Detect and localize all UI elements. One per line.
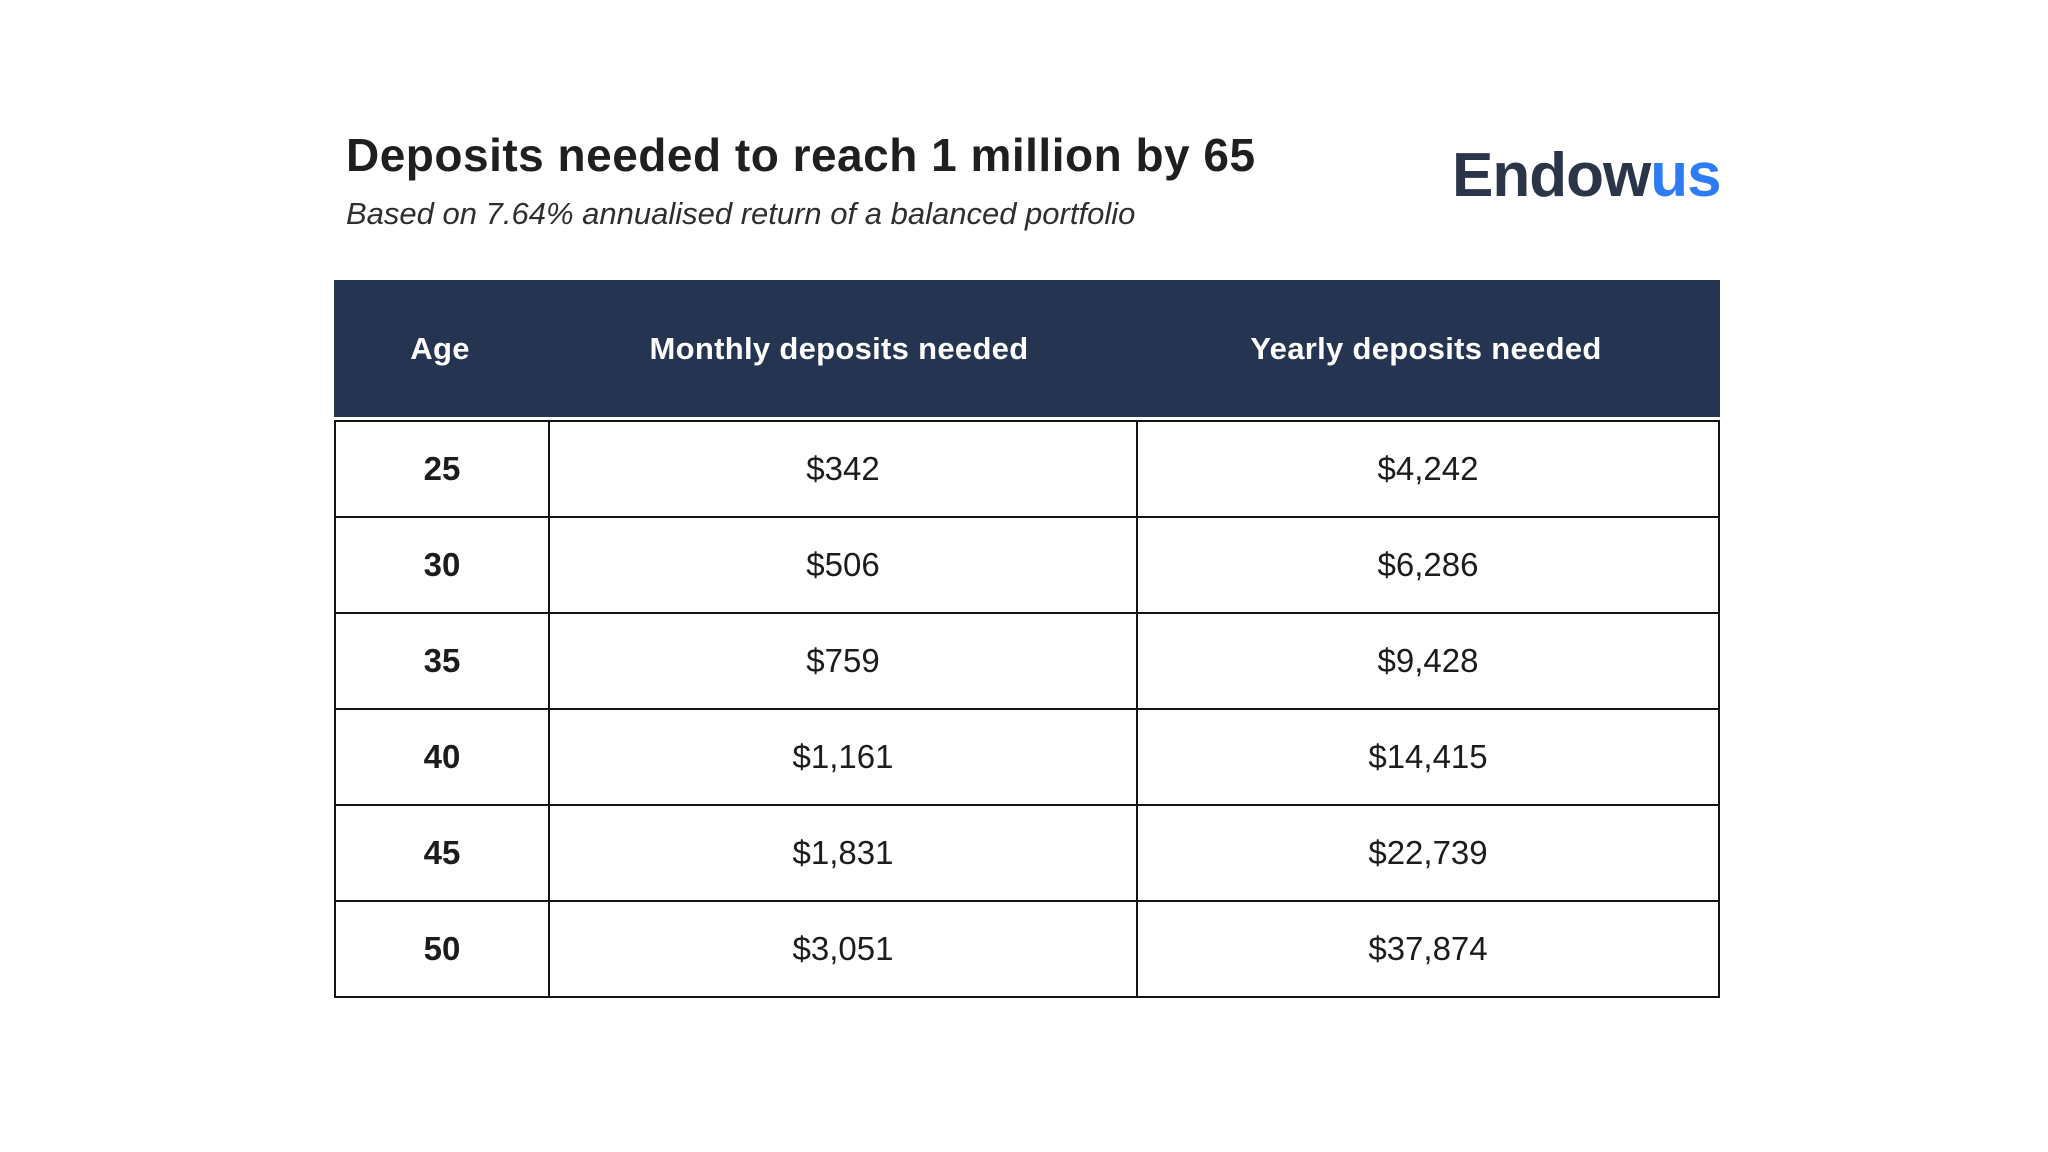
table-body: 25 $342 $4,242 30 $506 $6,286 35 $759 $9…	[334, 420, 1720, 998]
cell-yearly: $22,739	[1368, 834, 1488, 871]
cell-yearly: $6,286	[1377, 546, 1479, 583]
cell-monthly: $1,161	[550, 710, 1138, 804]
logo-text-us: us	[1650, 141, 1721, 210]
cell-age: 30	[336, 518, 550, 612]
cell-monthly: $759	[550, 614, 1138, 708]
cell-yearly: $4,242	[1377, 450, 1479, 487]
table-row: 45 $1,831 $22,739	[336, 804, 1718, 900]
cell-age: 45	[336, 806, 550, 900]
cell-age: 25	[336, 422, 550, 516]
page-title: Deposits needed to reach 1 million by 65	[346, 129, 1256, 181]
cell-monthly: $342	[550, 422, 1138, 516]
table-row: 40 $1,161 $14,415	[336, 708, 1718, 804]
table-row: 30 $506 $6,286	[336, 516, 1718, 612]
logo-text-endow: Endow	[1452, 141, 1651, 210]
deposits-table: Age Monthly deposits needed Yearly depos…	[334, 280, 1720, 998]
cell-monthly: $1,831	[550, 806, 1138, 900]
header-cell-monthly: Monthly deposits needed	[649, 330, 1029, 366]
endowus-logo: Endowus	[1452, 140, 1722, 211]
cell-monthly: $506	[550, 518, 1138, 612]
page-subtitle: Based on 7.64% annualised return of a ba…	[346, 196, 1136, 231]
header-cell-age: Age	[410, 330, 470, 366]
table-row: 25 $342 $4,242	[336, 422, 1718, 516]
cell-yearly: $9,428	[1377, 642, 1479, 679]
cell-age: 40	[336, 710, 550, 804]
table-row: 50 $3,051 $37,874	[336, 900, 1718, 996]
cell-age: 35	[336, 614, 550, 708]
table-row: 35 $759 $9,428	[336, 612, 1718, 708]
table-header-row: Age Monthly deposits needed Yearly depos…	[334, 280, 1720, 417]
cell-yearly: $14,415	[1368, 738, 1488, 775]
cell-monthly: $3,051	[550, 902, 1138, 996]
cell-age: 50	[336, 902, 550, 996]
header-cell-yearly: Yearly deposits needed	[1250, 330, 1602, 366]
cell-yearly: $37,874	[1368, 930, 1488, 967]
